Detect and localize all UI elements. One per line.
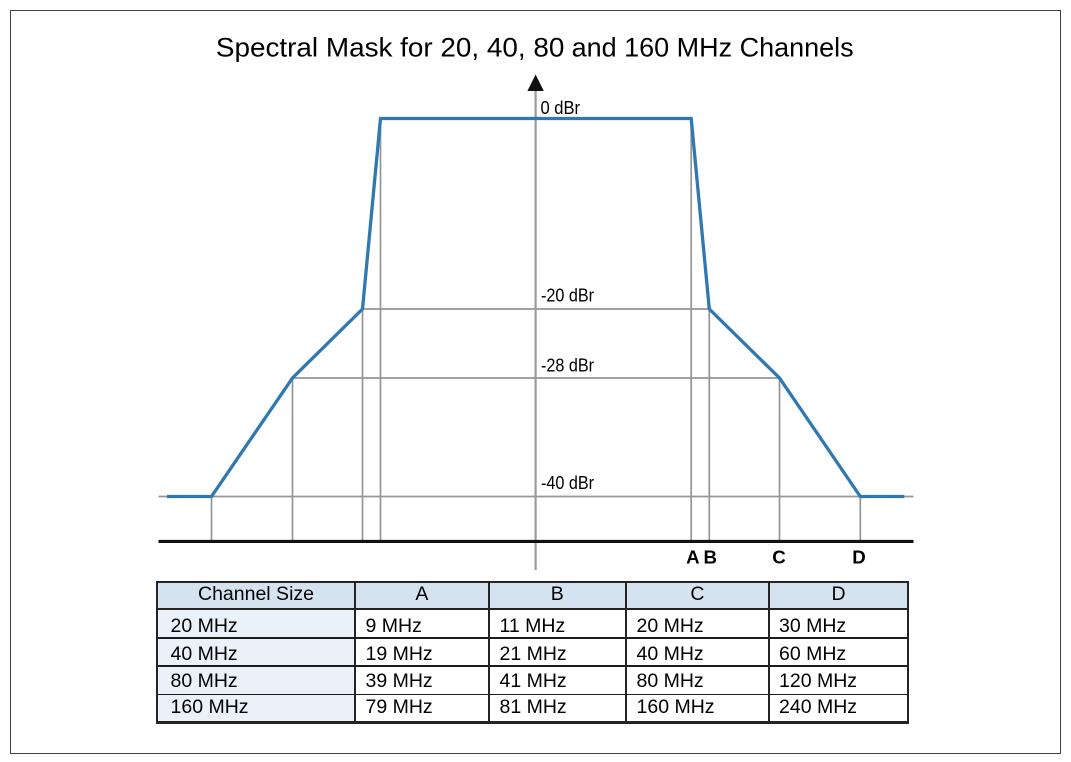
svg-text:C: C: [772, 546, 786, 567]
svg-text:Spectral Mask for 20, 40, 80: Spectral Mask for 20, 40, 80: [216, 33, 565, 63]
svg-text:A: A: [686, 546, 700, 567]
svg-text:B: B: [704, 546, 718, 567]
svg-text:-28 dBr: -28 dBr: [541, 354, 594, 375]
svg-text:0 dBr: 0 dBr: [541, 97, 581, 118]
svg-text:D: D: [852, 546, 866, 567]
svg-text:and 160 MHz Channels: and 160 MHz Channels: [572, 33, 854, 63]
svg-text:-20 dBr: -20 dBr: [541, 284, 594, 305]
svg-text:-40 dBr: -40 dBr: [541, 472, 594, 493]
